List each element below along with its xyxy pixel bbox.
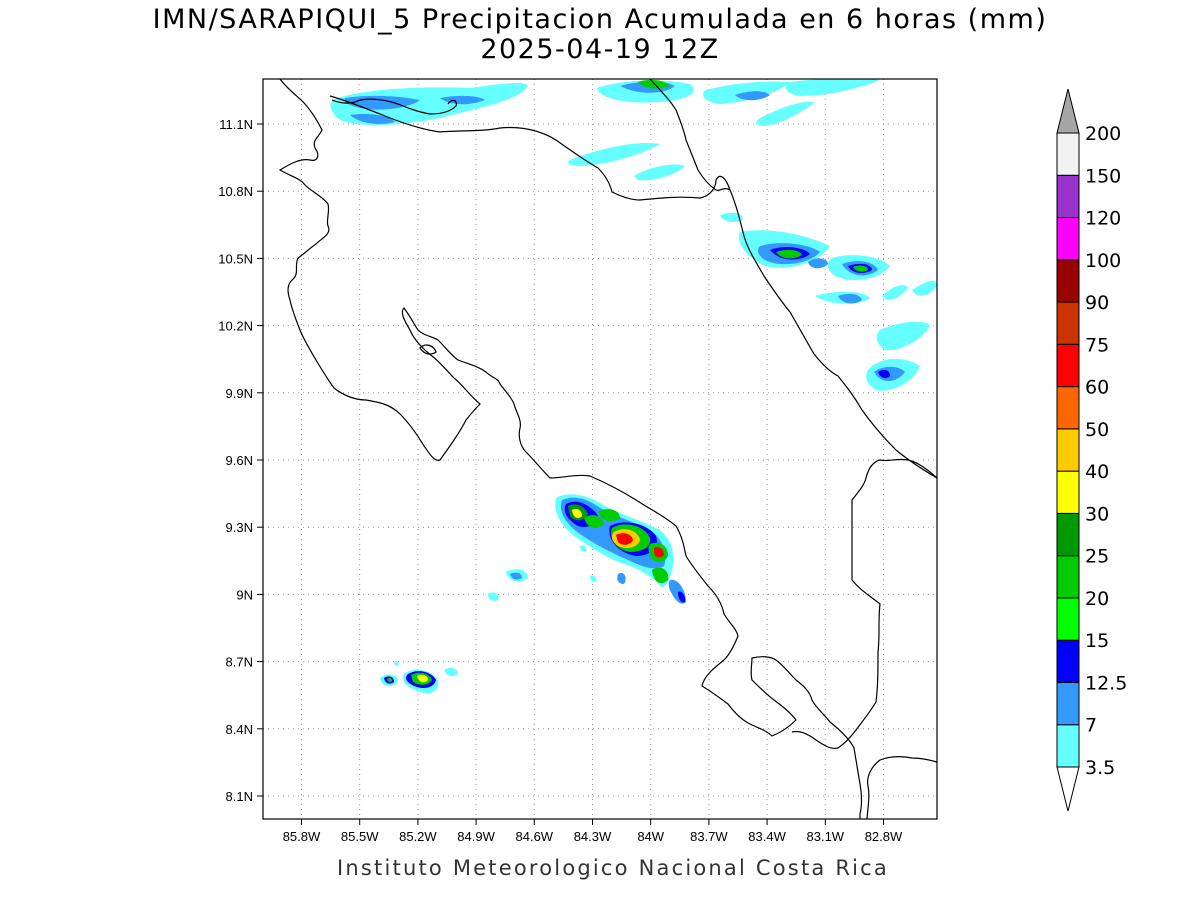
lon-tick-label: 85.2W [399,829,437,844]
lon-tick-label: 84W [637,829,664,844]
lat-tick-label: 10.2N [218,319,253,334]
colorbar-over-triangle [1056,88,1080,134]
lat-tick-label: 11.1N [219,117,253,132]
map-axis-labels: 11.1N 10.8N 10.5N 10.2N 9.9N 9.6N 9.3N 9N 8.7N 8.… [218,117,903,844]
lon-tick-label: 84.9W [457,829,495,844]
precip-area-cyan [580,545,587,552]
lon-tick-label: 85.5W [341,829,379,844]
colorbar-label: 20 [1085,588,1109,610]
coastline-borders [278,78,938,820]
precip-area-cyan [756,101,815,126]
colorbar-label: 15 [1085,630,1109,652]
chart-title: IMN/SARAPIQUI_5 Precipitacion Acumulada … [152,4,1048,35]
colorbar-swatch [1056,470,1080,514]
colorbar-swatch [1056,301,1080,345]
colorbar-label: 60 [1085,377,1109,399]
precipitation-shading [330,78,937,694]
precip-area-green [598,509,620,522]
map-background [263,79,937,819]
precip-area-cyan [444,667,458,677]
precip-area-blue [617,572,626,584]
lon-tick-label: 83.1W [807,829,845,844]
lon-tick-label: 82.8W [865,829,903,844]
colorbar-swatch [1056,555,1080,599]
lon-tick-label: 83.4W [748,829,786,844]
precip-area-cyan [590,575,597,582]
colorbar-swatch [1056,174,1080,219]
precip-area-cyan [634,164,685,181]
colorbar-label: 7 [1085,715,1097,737]
colorbar-swatch [1056,681,1080,726]
precip-area-blue [808,258,828,269]
colorbar-under-triangle [1056,766,1080,812]
lat-tick-label: 8.4N [226,722,253,737]
lat-tick-label: 9.3N [226,520,253,535]
lon-tick-label: 83.7W [690,829,728,844]
precip-area-green [584,515,604,528]
footer-credit: Instituto Meteorologico Nacional Costa R… [337,856,889,880]
precip-area-cyan [394,661,399,666]
colorbar-label: 100 [1085,250,1121,272]
precip-area-blue [510,572,522,580]
precip-area-cyan [912,280,937,296]
precip-area-darkblue [878,369,890,379]
colorbar-label: 90 [1085,292,1109,314]
colorbar-label: 12.5 [1085,672,1127,694]
colorbar-label: 150 [1085,165,1121,187]
precip-area-green [652,567,669,584]
precip-area-cyan [568,142,660,166]
colorbar-swatch [1056,428,1080,472]
precip-area-yellow [417,674,428,683]
lat-tick-label: 9N [236,587,253,602]
map-gridlines [263,79,937,819]
lon-tick-label: 84.6W [516,829,554,844]
colorbar-label: 200 [1085,123,1121,145]
colorbar-swatch [1056,597,1080,641]
colorbar-label: 75 [1085,334,1109,356]
precip-area-cyan [720,212,743,223]
precip-area-blue [350,113,395,124]
precip-area-red [654,547,664,558]
lat-tick-label: 10.5N [218,251,253,266]
colorbar-swatch [1056,217,1080,261]
precip-area-green [853,265,868,272]
precip-area-green [387,677,392,683]
colorbar-swatch [1056,512,1080,557]
colorbar-swatch [1056,386,1080,430]
colorbar-label: 50 [1085,419,1109,441]
colorbar-swatch [1056,132,1080,176]
lat-tick-label: 9.9N [226,386,253,401]
precip-area-blue [440,95,485,105]
precip-area-cyan [882,285,908,300]
colorbar-legend: 3.5 7 12.5 15 20 25 30 40 50 60 75 90 100 120 150 200 [1056,88,1127,812]
precip-area-red [616,533,633,545]
colorbar-label: 30 [1085,503,1109,525]
precip-area-yellow [572,508,582,518]
colorbar-swatch [1056,724,1080,768]
lat-tick-label: 9.6N [226,453,253,468]
colorbar-swatch [1056,639,1080,683]
precip-area-blue [838,293,862,304]
lon-tick-label: 85.8W [283,829,321,844]
lat-tick-label: 8.1N [226,789,253,804]
precip-area-green [776,249,802,259]
lat-tick-label: 10.8N [218,184,253,199]
colorbar-label: 3.5 [1085,757,1115,779]
precip-area-blue [735,91,770,101]
precip-area-cyan [876,321,930,351]
colorbar-label: 120 [1085,208,1121,230]
chart-subtitle-date: 2025-04-19 12Z [480,34,720,65]
colorbar-swatch [1056,343,1080,388]
precip-area-green [638,79,670,89]
map-frame [262,78,938,820]
colorbar-label: 25 [1085,546,1109,568]
precip-area-cyan [488,592,499,601]
colorbar-swatch [1056,259,1080,303]
precip-area-cyan [785,78,880,96]
colorbar-label: 40 [1085,461,1109,483]
precip-area-darkblue [678,591,686,603]
lon-tick-label: 84.3W [574,829,612,844]
lat-tick-label: 8.7N [226,655,253,670]
